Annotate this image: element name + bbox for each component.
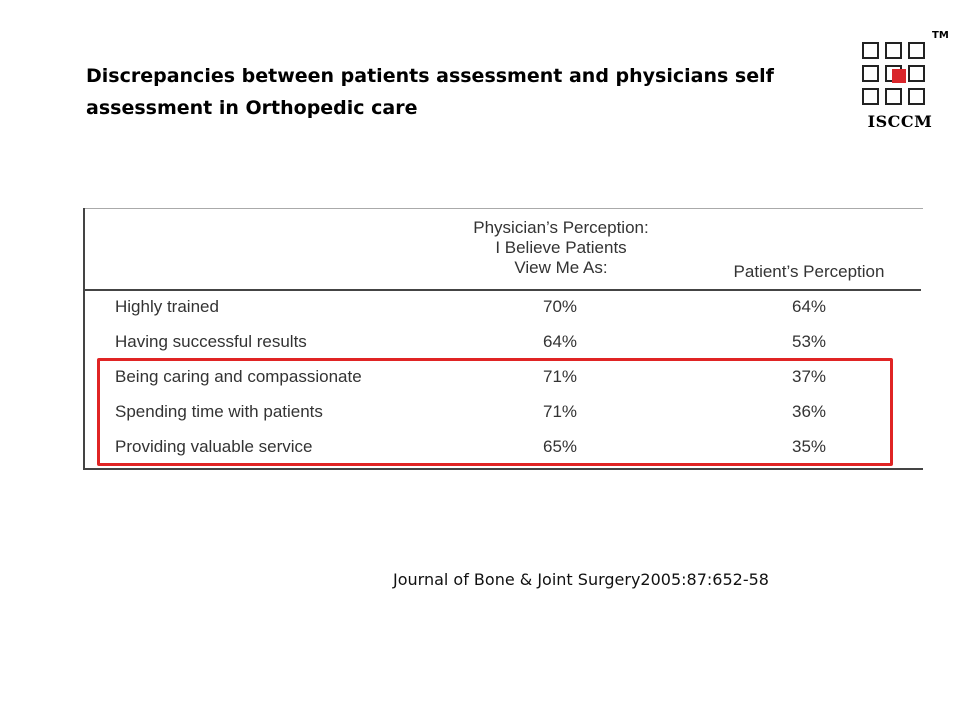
- perception-table: Physician’s Perception: I Believe Patien…: [83, 208, 923, 470]
- slide-title-line-1: Discrepancies between patients assessmen…: [86, 65, 774, 87]
- row-label: Providing valuable service: [115, 437, 313, 456]
- table-top-rule: [83, 208, 923, 209]
- table-left-rule: [83, 208, 85, 470]
- physician-value: 65%: [542, 437, 578, 456]
- logo-square: [908, 88, 925, 105]
- patient-value: 64%: [791, 297, 827, 316]
- logo-square: [862, 88, 879, 105]
- physician-value: 70%: [542, 297, 578, 316]
- table-bottom-rule: [83, 468, 923, 470]
- header-patient-label: Patient’s Perception: [733, 262, 885, 281]
- patient-value: 37%: [791, 367, 827, 386]
- logo-square: [862, 42, 879, 59]
- trademark-label: TM: [932, 30, 949, 41]
- patient-value: 36%: [791, 402, 827, 421]
- logo-square: [908, 42, 925, 59]
- logo-square: [908, 65, 925, 82]
- header-physician-line-2: I Believe Patients: [495, 238, 627, 257]
- row-label: Highly trained: [115, 297, 219, 316]
- logo-square: [885, 42, 902, 59]
- slide-title: Discrepancies between patients assessmen…: [86, 60, 826, 124]
- header-physician-perception: Physician’s Perception: I Believe Patien…: [441, 218, 681, 278]
- logo-square: [885, 88, 902, 105]
- physician-value: 71%: [542, 367, 578, 386]
- row-label: Having successful results: [115, 332, 307, 351]
- logo-square-red: [892, 69, 906, 83]
- logo-square: [862, 65, 879, 82]
- patient-value: 35%: [791, 437, 827, 456]
- header-patient-perception: Patient’s Perception: [699, 262, 919, 282]
- table-header-rule: [83, 289, 921, 291]
- row-label: Spending time with patients: [115, 402, 323, 421]
- patient-value: 53%: [791, 332, 827, 351]
- physician-value: 64%: [542, 332, 578, 351]
- header-physician-line-1: Physician’s Perception:: [473, 218, 649, 237]
- header-physician-line-3: View Me As:: [514, 258, 608, 277]
- row-label: Being caring and compassionate: [115, 367, 362, 386]
- logo-wordmark: ISCCM: [867, 112, 933, 131]
- highlight-box: [97, 358, 893, 466]
- slide-title-line-2: assessment in Orthopedic care: [86, 97, 418, 119]
- citation: Journal of Bone & Joint Surgery2005:87:6…: [393, 570, 769, 589]
- physician-value: 71%: [542, 402, 578, 421]
- isccm-logo: TM ISCCM: [862, 30, 949, 136]
